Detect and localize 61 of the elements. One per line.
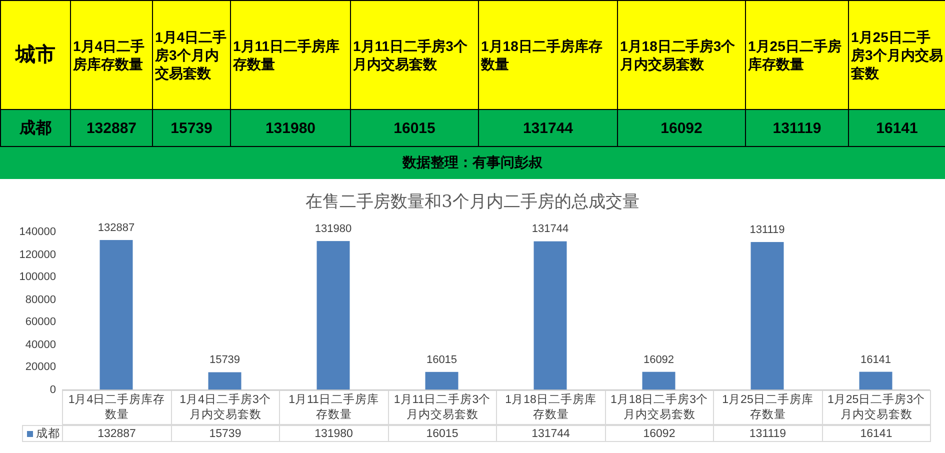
x-tick-label: 1月4日二手房3个月内交易套数 — [178, 392, 272, 422]
legend-label: 成都 — [36, 426, 60, 441]
x-tick-label: 1月18日二手房3个月内交易套数 — [609, 392, 710, 422]
text: 131980 — [314, 223, 352, 236]
text: 131119 — [749, 428, 786, 440]
data-label: 131119 — [772, 120, 822, 136]
data-label: 15739 — [170, 120, 212, 136]
category-label: 1月25日二手房库存数量 — [748, 36, 842, 74]
y-tick-label: 0 — [50, 384, 56, 396]
y-tick-label: 80000 — [25, 294, 56, 306]
bar — [750, 242, 784, 390]
text: 131744 — [532, 428, 570, 440]
data-label: 16141 — [876, 120, 918, 136]
chart-title: 在售二手房数量和3个月内二手房的总成交量 — [306, 190, 640, 212]
y-tick-label: 100000 — [19, 271, 56, 284]
x-tick-label: 1月11日二手房3个月内交易套数 — [392, 392, 492, 422]
bar — [316, 241, 350, 390]
category-label: 1月18日二手房库存数量 — [481, 36, 604, 74]
y-tick-label: 140000 — [19, 226, 56, 238]
category-label: 1月4日二手房库存数量 — [73, 36, 146, 74]
text: 16015 — [426, 428, 458, 440]
data-label: 131980 — [265, 120, 316, 136]
text: 16092 — [643, 354, 674, 366]
text: 15739 — [209, 428, 242, 440]
x-tick-label: 1月25日二手房3个月内交易套数 — [826, 392, 926, 422]
category-label: 1月18日二手房3个月内交易套数 — [620, 36, 736, 74]
x-tick-label: 1月4日二手房库存数量 — [67, 392, 166, 422]
category-label: 1月11日二手房库存数量 — [233, 36, 341, 74]
category-label: 1月25日二手房3个月内交易套数 — [851, 28, 943, 82]
y-tick-label: 120000 — [19, 248, 56, 261]
text: 131744 — [532, 223, 569, 236]
text: 131119 — [750, 224, 785, 236]
y-tick-label: 60000 — [25, 316, 56, 328]
bar — [208, 372, 242, 390]
x-tick-label: 1月18日二手房库存数量 — [504, 392, 598, 422]
text: 16141 — [860, 428, 892, 440]
text: 131980 — [314, 428, 353, 440]
y-tick-label: 20000 — [25, 361, 56, 374]
category-label: 城市 — [16, 42, 56, 68]
text: 132887 — [98, 222, 135, 234]
x-tick-label: 1月25日二手房库存数量 — [721, 392, 814, 422]
data-label: 131744 — [522, 120, 574, 136]
bar — [642, 372, 676, 390]
x-tick-label: 1月11日二手房库存数量 — [288, 392, 380, 422]
y-tick-label: 40000 — [25, 338, 56, 351]
text: 16092 — [643, 428, 676, 440]
data-label: 132887 — [86, 120, 137, 136]
text: 132887 — [98, 428, 136, 440]
bar — [534, 241, 567, 390]
text: 16015 — [426, 354, 458, 366]
text: 数据整理：有事问彭叔 — [402, 154, 542, 172]
bar — [859, 372, 892, 390]
bar — [100, 240, 133, 390]
bar — [425, 372, 458, 390]
data-label: 16092 — [660, 120, 702, 136]
category-label: 1月11日二手房3个月内交易套数 — [353, 36, 468, 74]
text: 成都 — [20, 120, 52, 136]
text: 15739 — [209, 354, 240, 366]
text: 16141 — [860, 354, 892, 366]
category-label: 1月4日二手房3个月内交易套数 — [155, 28, 228, 82]
data-label: 16015 — [394, 120, 436, 136]
